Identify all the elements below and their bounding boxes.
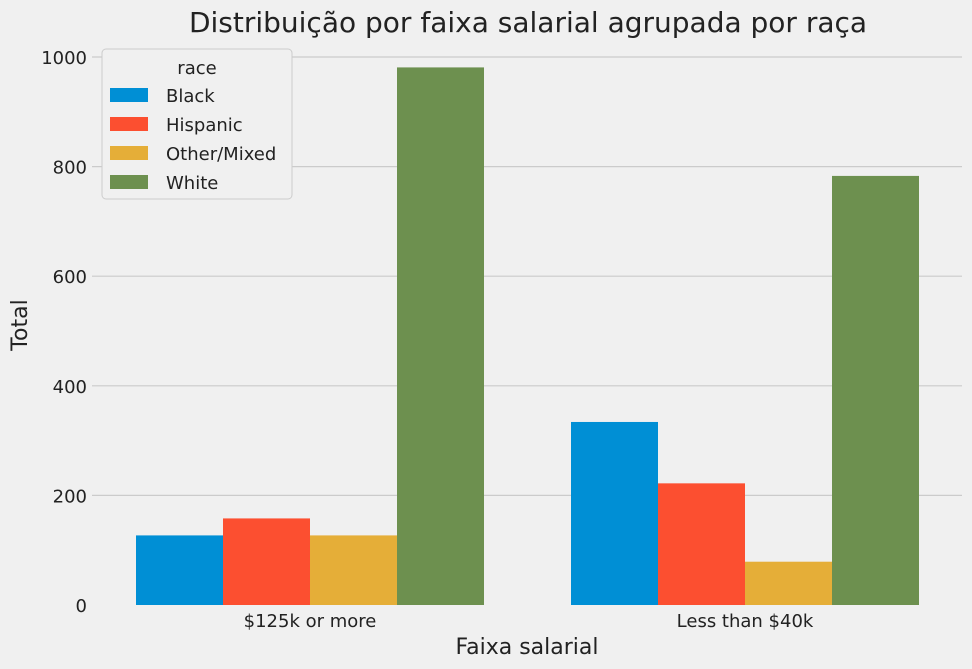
bar-black-0	[136, 535, 223, 605]
x-tick-label: Less than $40k	[677, 611, 814, 632]
bars	[136, 67, 919, 606]
legend-entry: Hispanic	[166, 115, 243, 136]
legend-box	[101, 48, 293, 200]
bar-black-1	[571, 421, 658, 605]
y-tick-label: 200	[53, 486, 87, 507]
legend-swatch	[110, 88, 148, 102]
y-tick-label: 600	[53, 267, 87, 288]
x-axis-label: Faixa salarial	[455, 635, 598, 660]
chart-title: Distribuição por faixa salarial agrupada…	[189, 6, 867, 39]
x-tick-label: $125k or more	[244, 611, 377, 632]
legend-entry: White	[166, 173, 218, 194]
bar-other-mixed-1	[745, 561, 832, 605]
bar-hispanic-0	[223, 518, 310, 605]
bar-other-mixed-0	[310, 535, 397, 605]
legend-swatch	[110, 117, 148, 131]
legend-entry: Black	[166, 86, 215, 107]
y-tick-label: 0	[76, 596, 87, 617]
bar-white-1	[832, 175, 919, 605]
legend-swatch	[110, 175, 148, 189]
legend-title: race	[177, 58, 216, 79]
y-axis-label: Total	[8, 299, 33, 351]
legend-entry: Other/Mixed	[166, 144, 276, 165]
y-tick-label: 800	[53, 158, 87, 179]
legend: race Black Hispanic Other/Mixed White	[101, 48, 293, 200]
legend-swatch	[110, 146, 148, 160]
y-tick-labels: 0 200 400 600 800 1000	[41, 48, 87, 617]
bar-white-0	[397, 67, 484, 606]
y-tick-label: 1000	[41, 48, 87, 69]
bar-hispanic-1	[658, 483, 745, 605]
x-tick-labels: $125k or more Less than $40k	[244, 611, 814, 632]
y-tick-label: 400	[53, 377, 87, 398]
